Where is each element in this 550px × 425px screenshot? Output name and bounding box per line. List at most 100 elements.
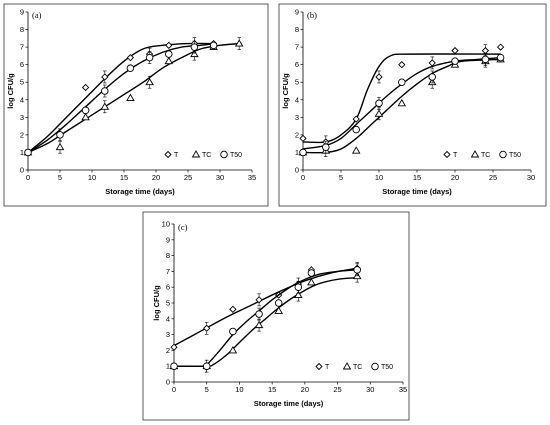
y-tick-label: 4 [20, 95, 24, 104]
y-tick-label: 2 [166, 346, 170, 355]
x-tick-label: 15 [413, 173, 421, 182]
series-T50 [170, 263, 361, 373]
fit-line-T [302, 53, 501, 144]
legend-marker-TC [342, 362, 352, 370]
legend-marker-T50 [220, 150, 228, 159]
y-tick-label: 5 [166, 299, 170, 308]
y-tick-label: 5 [20, 78, 24, 87]
x-axis-title: Storage time (days) [105, 187, 175, 196]
data-point-T50 [481, 55, 490, 64]
legend-label-TC: TC [353, 364, 362, 371]
fit-line-TC [27, 42, 240, 154]
data-point-TC [145, 77, 154, 86]
y-tick-label: 1 [295, 148, 299, 157]
data-point-T50 [165, 50, 173, 58]
y-tick-label: 3 [295, 113, 299, 122]
data-point-T50 [428, 73, 436, 81]
y-tick-label: 3 [20, 113, 24, 122]
y-tick-label: 6 [295, 60, 299, 69]
x-axis-title: Storage time (days) [254, 399, 324, 408]
x-tick-label: 0 [301, 173, 305, 182]
legend-label-T50: T50 [381, 364, 393, 371]
data-point-TC [294, 290, 303, 299]
y-tick-label: 2 [295, 130, 299, 139]
data-point-T50 [209, 41, 218, 50]
data-point-T50 [375, 99, 383, 108]
data-point-T [451, 46, 459, 55]
data-point-T50 [307, 269, 316, 277]
data-point-TC [274, 306, 283, 314]
data-point-T [352, 115, 360, 123]
y-tick-label: 8 [166, 251, 170, 260]
data-point-T [229, 305, 237, 313]
data-point-T [126, 54, 135, 62]
data-point-TC [81, 112, 90, 121]
data-point-TC [228, 346, 238, 354]
data-point-TC [254, 320, 264, 329]
x-tick-label: 20 [152, 173, 160, 182]
y-tick-label: 0 [295, 166, 299, 175]
x-tick-label: 5 [339, 173, 343, 182]
data-point-T50 [294, 283, 303, 291]
y-tick-label: 0 [166, 378, 170, 387]
legend-label-TC: TC [202, 152, 211, 159]
legend-marker-T [315, 362, 323, 371]
y-tick-label: 8 [20, 25, 24, 34]
x-tick-label: 25 [333, 385, 341, 394]
panel-label: (b) [307, 10, 317, 20]
y-tick-label: 5 [295, 78, 299, 87]
y-tick-label: 1 [20, 148, 24, 157]
panel-label: (c) [178, 222, 188, 232]
data-point-T50 [322, 143, 330, 151]
chart-frame [278, 3, 547, 207]
data-point-T50 [24, 148, 32, 157]
legend-marker-TC [191, 150, 201, 158]
data-point-T [165, 41, 173, 49]
y-tick-label: 3 [166, 330, 170, 339]
x-tick-label: 10 [88, 173, 96, 182]
y-tick-label: 8 [295, 25, 299, 34]
data-point-TC [397, 98, 407, 107]
y-tick-label: 7 [20, 43, 24, 52]
x-tick-label: 15 [268, 385, 276, 394]
legend-marker-T [443, 150, 451, 159]
data-point-T50 [299, 148, 307, 157]
legend-marker-T50 [371, 362, 379, 371]
data-point-T50 [81, 106, 90, 115]
fit-line-T [27, 42, 214, 153]
data-point-T [299, 134, 307, 143]
x-tick-label: 30 [216, 173, 224, 182]
x-tick-label: 0 [172, 385, 176, 394]
y-tick-label: 7 [295, 43, 299, 52]
x-axis-title: Storage time (days) [382, 187, 452, 196]
x-tick-label: 35 [399, 385, 407, 394]
panel-label: (a) [32, 10, 42, 20]
fit-line-TC [173, 277, 358, 368]
x-tick-label: 5 [205, 385, 209, 394]
data-point-TC [234, 39, 244, 47]
chart-panel-c: 0 1 2 3 4 5 6 7 8 9 10 0 5 10 15 20 25 30 35 Storage time (… [142, 211, 410, 421]
x-tick-label: 10 [235, 385, 243, 394]
data-point-T50 [352, 125, 360, 134]
series-T50 [299, 53, 505, 157]
data-point-T50 [353, 266, 361, 274]
data-point-TC [307, 278, 316, 286]
y-tick-label: 1 [166, 362, 170, 371]
series-TC [23, 37, 244, 156]
data-point-TC [55, 142, 65, 151]
series-T50 [24, 40, 218, 157]
data-point-TC [164, 56, 174, 65]
fit-line-T [173, 267, 358, 347]
data-point-T50 [126, 64, 135, 72]
y-tick-label: 4 [166, 314, 170, 323]
data-point-T50 [101, 87, 109, 95]
y-axis-title: log CFU/g [281, 73, 290, 109]
data-point-T50 [496, 53, 505, 62]
data-point-TC [100, 102, 110, 110]
fit-line-T50 [27, 42, 214, 154]
y-tick-label: 2 [20, 130, 24, 139]
data-point-TC [374, 109, 384, 117]
legend-marker-T50 [499, 150, 507, 159]
legend-label-T50: T50 [230, 152, 242, 159]
y-tick-label: 0 [20, 166, 24, 175]
